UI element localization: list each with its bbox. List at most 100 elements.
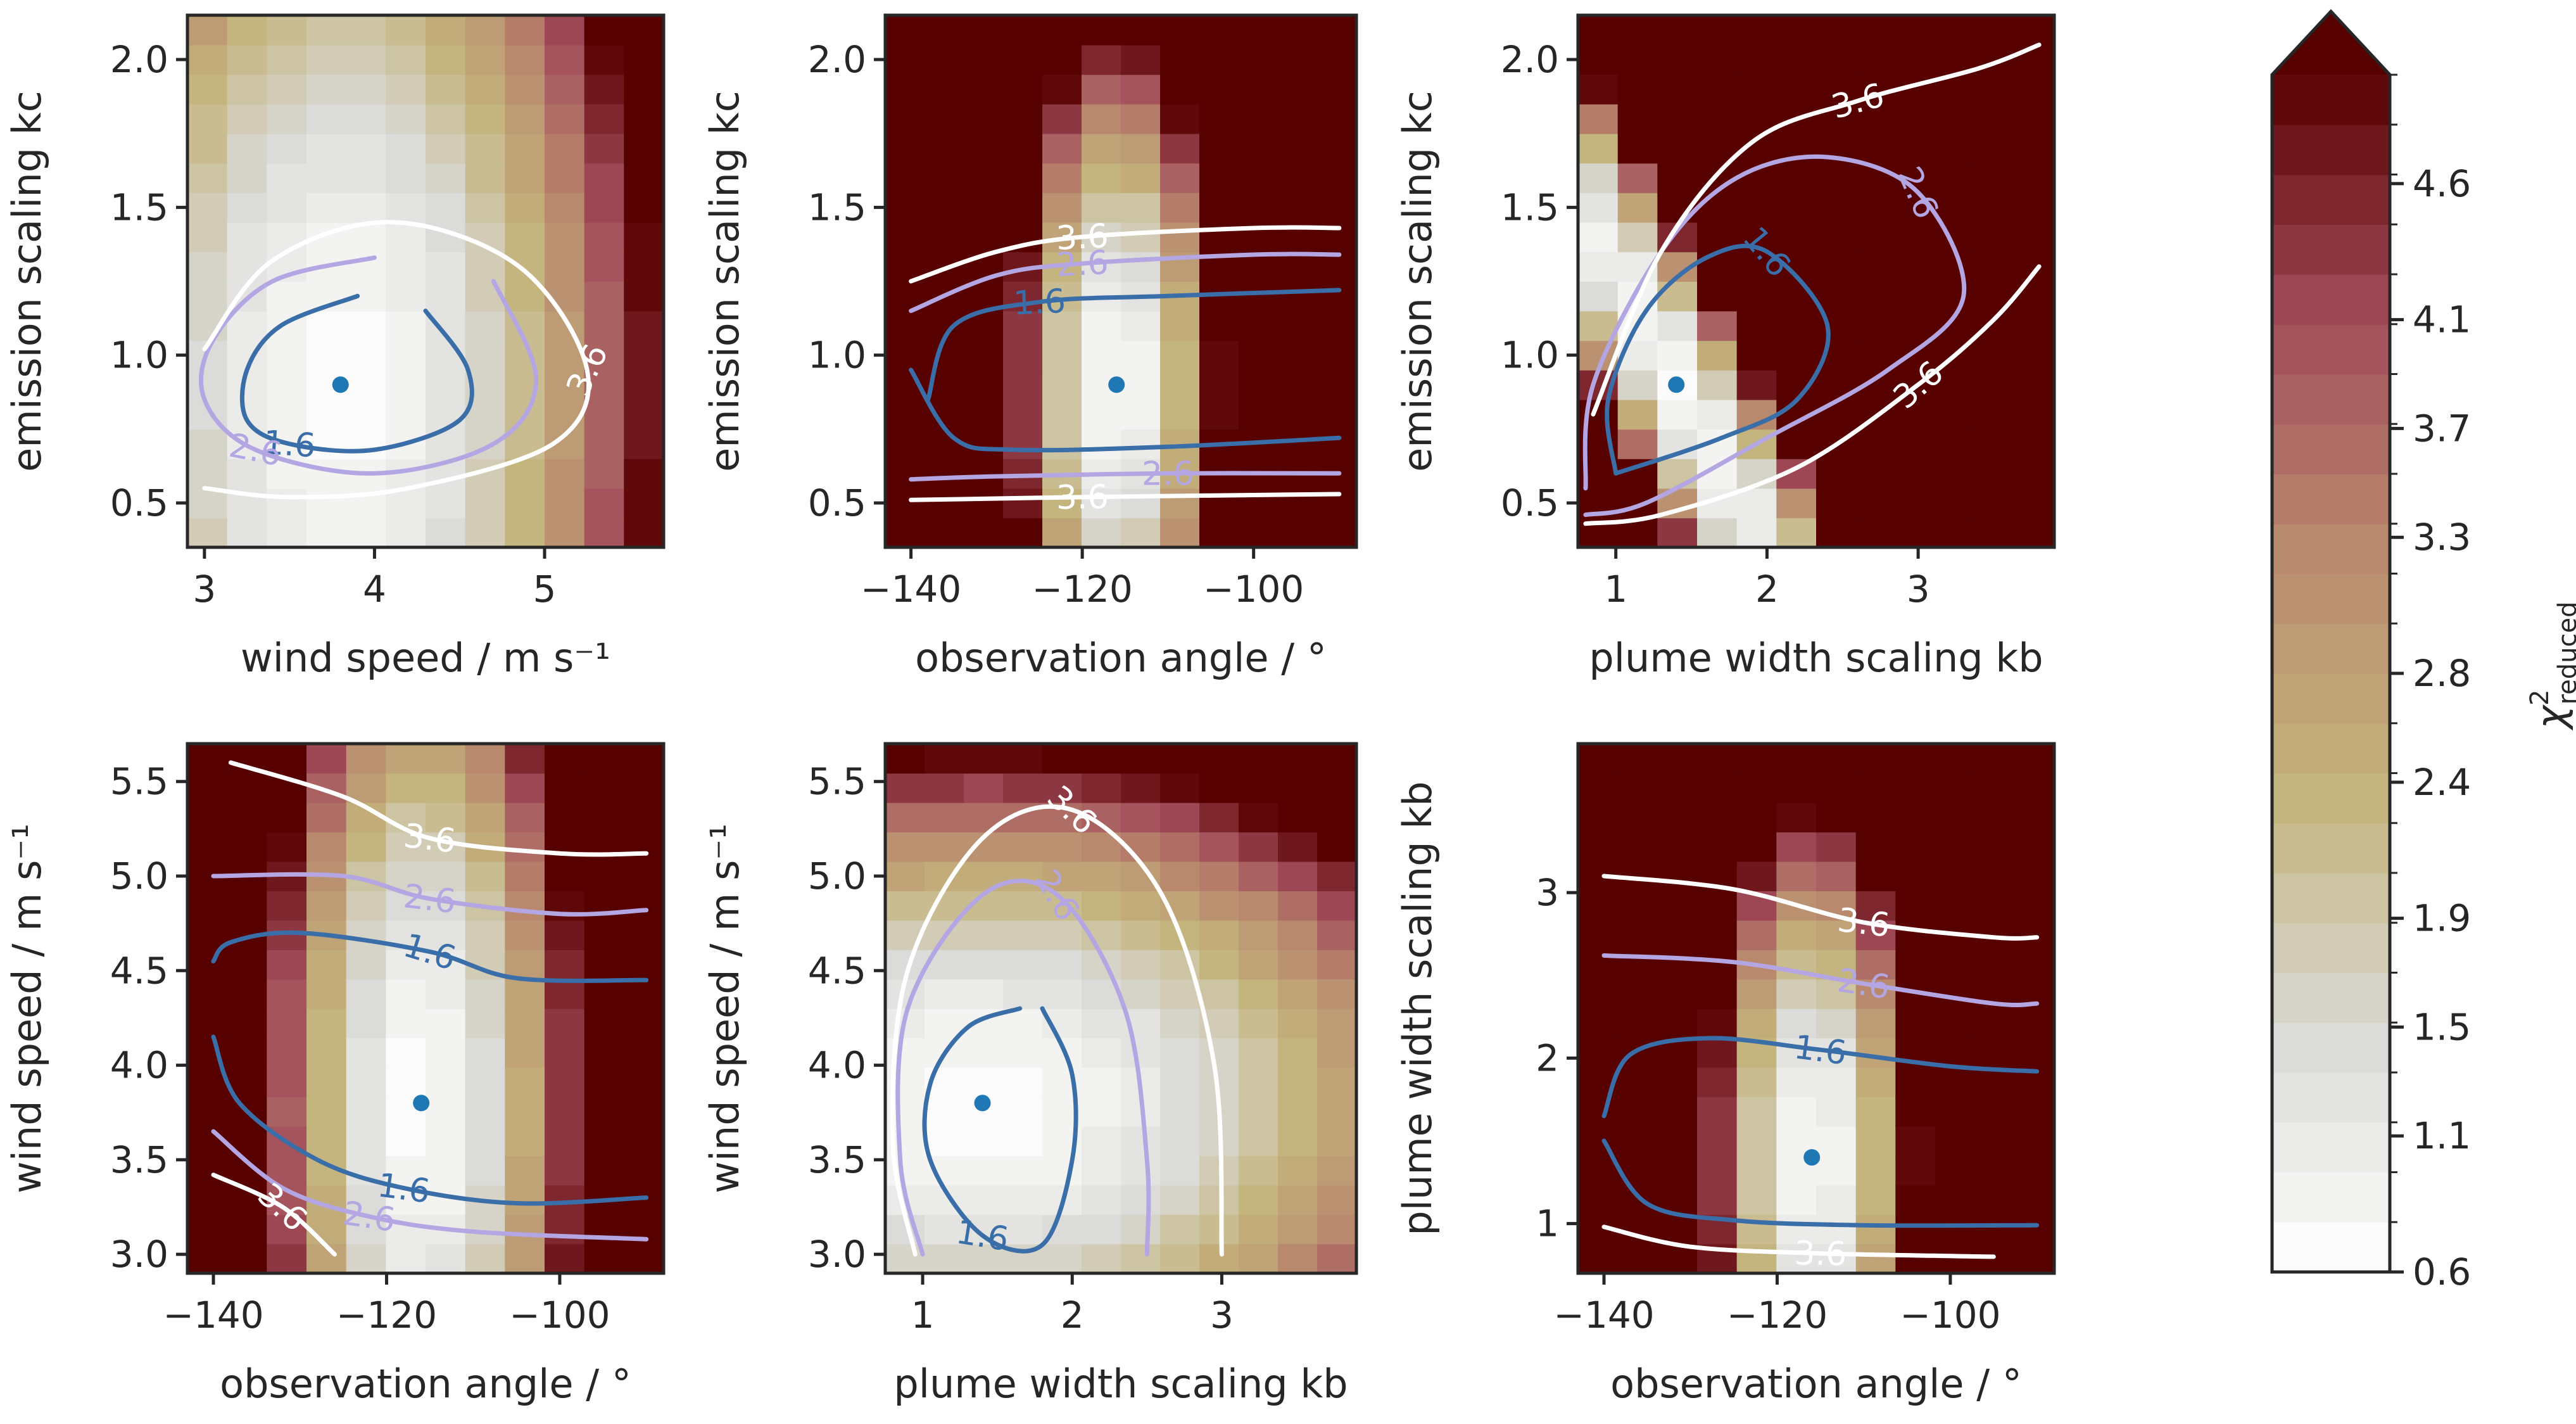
- heatmap-cell: [584, 1243, 625, 1273]
- heatmap-cell: [227, 1038, 268, 1068]
- heatmap-cell: [1935, 399, 1976, 430]
- heatmap-cell: [1239, 104, 1279, 134]
- heatmap-cell: [1042, 281, 1082, 312]
- heatmap-cell: [885, 832, 925, 862]
- heatmap-cell: [1278, 1214, 1318, 1245]
- heatmap-cell: [584, 488, 625, 519]
- heatmap-cell: [584, 1155, 625, 1186]
- heatmap-cell: [1042, 74, 1082, 105]
- heatmap-cell: [1317, 370, 1356, 400]
- heatmap-cell: [1578, 920, 1619, 950]
- heatmap-cell: [1278, 163, 1318, 193]
- heatmap-cell: [1042, 920, 1082, 950]
- heatmap-cell: [1199, 773, 1239, 803]
- heatmap-cell: [1003, 44, 1043, 75]
- heatmap-cell: [1239, 1038, 1279, 1068]
- heatmap-cell: [465, 744, 506, 774]
- heatmap-cell: [2014, 744, 2054, 774]
- heatmap-cell: [1160, 1155, 1200, 1186]
- heatmap-cell: [1697, 399, 1738, 430]
- heatmap-cell: [1278, 861, 1318, 891]
- y-tick-label: 1.0: [110, 334, 168, 377]
- heatmap-cell: [505, 744, 545, 774]
- colorbar-cell: [2272, 1222, 2390, 1273]
- heatmap-cell: [227, 44, 268, 75]
- heatmap-cell: [1697, 1185, 1738, 1215]
- heatmap-cell: [1816, 163, 1857, 193]
- heatmap-cell: [1121, 979, 1161, 1009]
- heatmap-cell: [1239, 399, 1279, 430]
- heatmap-cell: [426, 1097, 466, 1127]
- heatmap-cell: [1160, 832, 1200, 862]
- heatmap-cell: [187, 1097, 228, 1127]
- heatmap-cell: [1895, 832, 1936, 862]
- heatmap-cell: [1121, 744, 1161, 774]
- heatmap-cell: [1657, 920, 1698, 950]
- heatmap-cell: [1895, 15, 1936, 46]
- heatmap-cell: [1578, 832, 1619, 862]
- heatmap-cell: [1855, 1243, 1897, 1273]
- heatmap-cell: [465, 193, 506, 223]
- heatmap-cell: [306, 488, 347, 519]
- heatmap-cell: [386, 773, 426, 803]
- contour-label: 3.6: [1794, 1235, 1847, 1274]
- heatmap-cell: [1776, 802, 1817, 833]
- heatmap-cell: [1776, 1185, 1817, 1215]
- heatmap-cell: [2014, 802, 2054, 833]
- heatmap-cell: [2014, 891, 2054, 921]
- x-axis-label: observation angle / °: [915, 635, 1327, 681]
- heatmap-cell: [465, 44, 506, 75]
- heatmap-cell: [386, 399, 426, 430]
- heatmap-cell: [624, 891, 664, 921]
- heatmap-cell: [1657, 459, 1698, 489]
- heatmap-cell: [885, 222, 925, 253]
- heatmap-cell: [426, 979, 466, 1009]
- heatmap-cell: [1578, 74, 1619, 105]
- y-tick-label: 0.5: [1501, 481, 1559, 524]
- heatmap-cell: [1776, 222, 1817, 253]
- heatmap-cell: [1617, 744, 1658, 774]
- heatmap-cell: [1895, 429, 1936, 459]
- heatmap-cell: [306, 1214, 347, 1245]
- heatmap-cell: [187, 429, 228, 459]
- heatmap-cell: [1736, 1243, 1777, 1273]
- heatmap-cell: [1003, 1126, 1043, 1156]
- heatmap-cell: [1895, 1185, 1936, 1215]
- x-tick-label: −140: [861, 568, 961, 611]
- heatmap-cell: [1617, 488, 1658, 519]
- heatmap-cell: [1974, 1038, 2016, 1068]
- heatmap-cell: [1855, 193, 1897, 223]
- heatmap-cell: [584, 15, 625, 46]
- heatmap-cell: [227, 133, 268, 164]
- heatmap-cell: [1199, 340, 1239, 371]
- heatmap-cell: [1239, 891, 1279, 921]
- heatmap-cell: [1278, 370, 1318, 400]
- heatmap-cell: [306, 1038, 347, 1068]
- heatmap-cell: [1974, 399, 2016, 430]
- y-tick-label: 3.5: [110, 1138, 168, 1181]
- heatmap-cell: [925, 340, 964, 371]
- heatmap-cell: [964, 1214, 1004, 1245]
- heatmap-cell: [925, 74, 964, 105]
- colorbar-label-sup: 2: [2525, 689, 2554, 705]
- heatmap-cell: [1239, 773, 1279, 803]
- x-axis: 3 4 5: [193, 547, 556, 611]
- heatmap-cell: [1160, 802, 1200, 833]
- heatmap-cell: [1855, 1008, 1897, 1039]
- heatmap-cell: [885, 399, 925, 430]
- heatmap-cell: [187, 370, 228, 400]
- heatmap-cell: [1239, 15, 1279, 46]
- heatmap-cell: [1003, 950, 1043, 980]
- x-tick-label: −140: [1553, 1294, 1654, 1337]
- heatmap-cell: [624, 488, 664, 519]
- heatmap-cell: [426, 773, 466, 803]
- heatmap-cell: [624, 44, 664, 75]
- y-tick-label: 4.0: [808, 1044, 866, 1087]
- heatmap-cell: [1736, 1126, 1777, 1156]
- heatmap-cell: [1697, 1155, 1738, 1186]
- heatmap-cell: [1895, 1008, 1936, 1039]
- heatmap-cell: [1317, 1067, 1356, 1098]
- heatmap-cell: [1974, 163, 2016, 193]
- heatmap-cell: [1816, 44, 1857, 75]
